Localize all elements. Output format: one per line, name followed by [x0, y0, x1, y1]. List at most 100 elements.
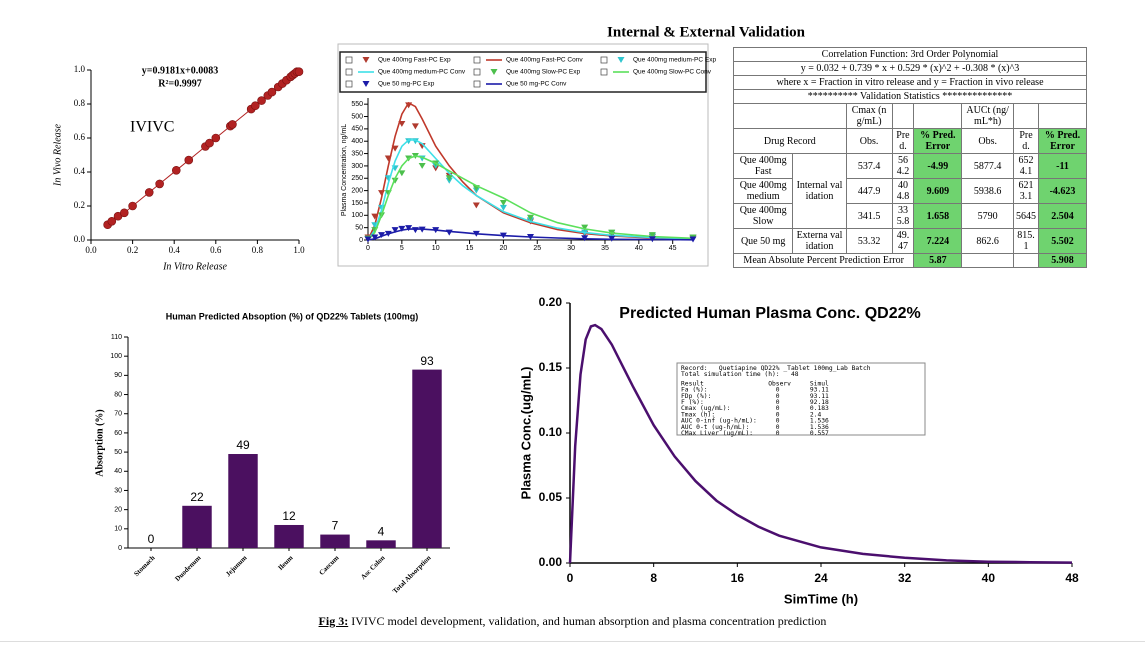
y-tick-label: 450	[351, 126, 363, 133]
legend-label: Que 400mg Fast-PC Conv	[506, 57, 583, 64]
table-cell: -4.99	[913, 153, 963, 179]
table-row: where x = Fraction in vitro release and …	[733, 75, 1087, 90]
table-cell: Que 400mg medium	[732, 178, 794, 204]
table-cell: Que 50 mg	[732, 228, 794, 254]
point	[171, 166, 181, 175]
marker	[371, 234, 379, 241]
table-row: Que 400mg medium 447.9 404.8 9.609 5938.6 621…	[732, 178, 1087, 204]
inset-line: Result Observ Simul	[681, 380, 829, 387]
marker	[499, 199, 507, 206]
legend-checkbox[interactable]	[345, 80, 353, 88]
legend-marker	[617, 57, 625, 63]
table-cell: AUCt (ng/mL*h)	[961, 103, 1015, 129]
validation-table: Correlation Function: 3rd Order Polynomi…	[732, 47, 1087, 268]
table-cell: -4.623	[1038, 178, 1087, 204]
bar	[412, 369, 442, 548]
y-tick-label: 50	[114, 449, 122, 456]
table-cell: Internal validation	[792, 153, 847, 229]
table-cell: Mean Absolute Percent Prediction Error	[732, 253, 915, 268]
legend-marker	[490, 69, 498, 75]
inset-line: Tmax (h): 0 2.4	[681, 411, 821, 418]
divider	[0, 641, 1145, 642]
table-cell: 404.8	[891, 178, 915, 204]
y-tick-label: 100	[351, 212, 363, 219]
table-cell: 5.908	[1038, 253, 1087, 268]
r-squared: R²=0.9997	[158, 78, 201, 89]
legend-label: Que 400mg medium-PC Exp	[633, 57, 716, 64]
x-tick-label: Stomach	[132, 554, 156, 578]
y-tick-label: 0.20	[539, 295, 563, 309]
legend-checkbox[interactable]	[600, 68, 608, 76]
table-row: y = 0.032 + 0.739 * x + 0.529 * (x)^2 + …	[733, 61, 1087, 76]
table-cell: 341.5	[845, 203, 893, 229]
table-cell	[1013, 103, 1040, 129]
y-tick-label: 60	[114, 430, 122, 437]
y-tick-label: 50	[355, 224, 363, 231]
inset-line: Total simulation time (h): 48	[681, 371, 799, 378]
marker	[499, 204, 507, 211]
bar	[228, 454, 258, 548]
value-label: 49	[236, 438, 250, 452]
y-tick-label: 550	[351, 101, 363, 108]
legend-checkbox[interactable]	[473, 80, 481, 88]
x-tick-label: 35	[601, 245, 609, 252]
y-tick-label: 40	[114, 468, 122, 475]
legend-checkbox[interactable]	[473, 56, 481, 64]
x-tick-label: 24	[814, 571, 828, 585]
table-cell: -11	[1038, 153, 1087, 179]
legend-checkbox[interactable]	[345, 56, 353, 64]
table-cell: 2.504	[1038, 203, 1087, 229]
x-tick-label: 1.0	[293, 245, 305, 255]
table-cell	[891, 103, 915, 129]
table-cell	[913, 103, 963, 129]
bar	[366, 540, 396, 548]
point	[267, 87, 277, 97]
y-tick-label: 300	[351, 163, 363, 170]
marker	[472, 202, 480, 209]
marker	[527, 214, 534, 221]
y-tick-label: 350	[351, 150, 363, 157]
table-row: Que 50 mg Externa validation 53.32 49.47 7.2…	[732, 228, 1087, 254]
table-cell: 5938.6	[961, 178, 1015, 204]
table-cell: Que 400mg Slow	[732, 203, 794, 229]
x-tick-label: 0	[567, 571, 574, 585]
x-tick-label: Caecum	[318, 554, 341, 577]
y-tick-label: 80	[114, 391, 122, 398]
x-tick-label: 5	[400, 245, 404, 252]
caption-label: Fig 3:	[318, 614, 349, 628]
y-tick-label: 70	[114, 411, 122, 418]
series-line	[367, 101, 694, 241]
table-cell	[733, 103, 847, 129]
table-cell: Obs.	[845, 128, 893, 154]
x-tick-label: Asc Colon	[359, 554, 386, 581]
marker	[418, 162, 426, 169]
marker	[391, 227, 399, 234]
legend-checkbox[interactable]	[345, 68, 353, 76]
legend-box	[339, 51, 707, 93]
y-axis-label: Absorption (%)	[94, 409, 105, 477]
legend-checkbox[interactable]	[473, 68, 481, 76]
y-tick-label: 20	[114, 506, 122, 513]
x-tick-label: Total Absorption	[391, 554, 432, 595]
y-tick-label: 0.4	[74, 166, 86, 176]
x-tick-label: 40	[635, 245, 643, 252]
table-row: Drug Record Obs. Pred.% Pred. Error Obs. Pre…	[733, 128, 1087, 154]
point	[107, 217, 117, 226]
point	[184, 155, 194, 165]
y-axis-label: In Vivo Release	[52, 123, 63, 187]
legend-checkbox[interactable]	[600, 56, 608, 64]
y-tick-label: 0.00	[539, 555, 563, 569]
table-cell: 49.47	[891, 228, 915, 254]
marker	[411, 123, 419, 130]
inset-line: AUC 0-inf (ug-h/mL): 0 1.536	[681, 418, 829, 425]
inset-line: Cmax (ug/mL): 0 0.183	[681, 405, 829, 412]
table-cell: Drug Record	[733, 128, 847, 154]
point	[251, 101, 260, 110]
value-label: 4	[378, 524, 385, 538]
value-label: 12	[282, 509, 296, 523]
x-tick-label: Jejunum	[224, 554, 248, 578]
table-row: Que 400mg Fast Internal validation 537.4 56…	[732, 153, 1087, 229]
table-cell: 9.609	[913, 178, 963, 204]
y-axis-label: Plasma Concentration, ng/mL	[341, 124, 348, 216]
point	[211, 133, 221, 143]
